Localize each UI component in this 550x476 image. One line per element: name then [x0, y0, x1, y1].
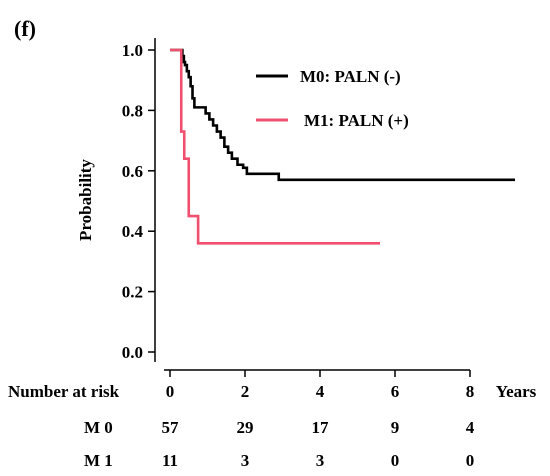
legend-label: M0: PALN (-) — [300, 67, 401, 86]
panel-label: (f) — [14, 16, 36, 41]
risk-table: Number at risk M 0 57 29 17 9 4 M 1 11 3 3 0 0 — [8, 382, 475, 470]
risk-row-label: M 1 — [84, 451, 113, 470]
axes — [154, 38, 470, 371]
y-tick-label: 0.0 — [122, 343, 143, 362]
y-tick-label: 0.2 — [122, 283, 143, 302]
risk-table-title: Number at risk — [8, 382, 120, 401]
risk-count: 29 — [237, 418, 254, 437]
x-tick-label: 0 — [166, 382, 175, 401]
x-tick-label: 6 — [391, 382, 400, 401]
x-axis-label: Years — [496, 382, 537, 401]
risk-count: 3 — [316, 451, 325, 470]
y-axis-label: Probability — [76, 159, 95, 241]
risk-count: 4 — [466, 418, 475, 437]
y-tick-label: 0.6 — [122, 162, 143, 181]
risk-count: 0 — [466, 451, 475, 470]
series-line-m1 — [170, 48, 380, 245]
series-layer — [170, 48, 515, 245]
risk-row-label: M 0 — [84, 418, 113, 437]
x-tick-label: 4 — [316, 382, 325, 401]
x-ticks: 0 2 4 6 8 Years — [166, 370, 537, 401]
risk-count: 11 — [162, 451, 178, 470]
risk-count: 0 — [391, 451, 400, 470]
y-tick-label: 1.0 — [122, 41, 143, 60]
legend-label: M1: PALN (+) — [304, 111, 409, 130]
x-tick-label: 2 — [241, 382, 250, 401]
risk-count: 3 — [241, 451, 250, 470]
y-ticks: 0.0 0.2 0.4 0.6 0.8 1.0 — [122, 41, 155, 362]
y-tick-label: 0.8 — [122, 101, 143, 120]
risk-count: 17 — [312, 418, 330, 437]
series-line-m0 — [170, 48, 515, 182]
y-tick-label: 0.4 — [122, 222, 144, 241]
x-tick-label: 8 — [466, 382, 475, 401]
risk-count: 57 — [162, 418, 180, 437]
risk-count: 9 — [391, 418, 400, 437]
legend: M0: PALN (-) M1: PALN (+) — [256, 67, 409, 130]
